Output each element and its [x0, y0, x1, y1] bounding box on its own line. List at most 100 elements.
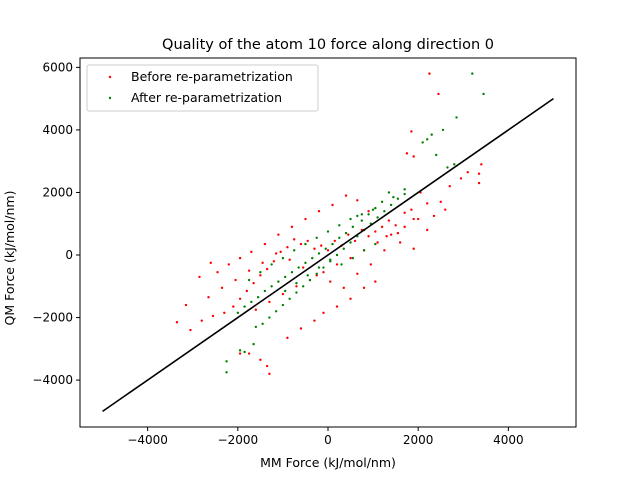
y-axis-label: QM Force (kJ/mol/nm) [2, 191, 17, 326]
data-point [435, 153, 438, 157]
data-point [387, 219, 391, 222]
data-point [247, 352, 251, 355]
x-tick-label: 2000 [403, 433, 434, 447]
data-point [254, 308, 258, 311]
data-point [223, 311, 226, 315]
data-point [295, 291, 298, 294]
data-point [184, 303, 188, 307]
data-point [412, 155, 415, 158]
data-point [322, 271, 325, 274]
data-point [356, 214, 359, 218]
data-point [189, 328, 192, 332]
data-point [367, 235, 370, 238]
data-point [238, 256, 242, 260]
data-point [426, 228, 429, 232]
data-point [236, 311, 240, 315]
data-point [331, 242, 334, 246]
data-point [335, 263, 339, 266]
axes-frame [79, 57, 577, 428]
x-axis-label: MM Force (kJ/mol/nm) [260, 455, 396, 470]
data-point [444, 208, 447, 211]
legend-marker-after [108, 96, 112, 100]
data-point [353, 239, 357, 243]
data-point [283, 275, 287, 279]
data-point [225, 371, 228, 374]
data-point [320, 244, 323, 247]
data-point [326, 249, 330, 252]
data-point [392, 195, 395, 199]
data-point [403, 211, 406, 214]
x-tick-label: −4000 [127, 433, 168, 447]
data-point [477, 172, 481, 175]
data-point [220, 286, 224, 290]
data-point [290, 271, 294, 274]
data-point [342, 286, 345, 290]
data-point [338, 224, 341, 227]
data-point [383, 249, 386, 252]
data-point [270, 263, 273, 266]
data-point [360, 219, 364, 222]
data-point [371, 208, 375, 211]
data-point [270, 285, 273, 288]
data-point [342, 247, 345, 250]
data-point [283, 289, 287, 293]
data-point [394, 224, 397, 227]
data-point [265, 267, 269, 271]
data-point [331, 203, 334, 207]
data-point [349, 297, 352, 300]
data-point [385, 235, 388, 238]
data-point [295, 281, 298, 285]
data-point [243, 350, 246, 354]
data-point [252, 281, 255, 285]
data-point [313, 319, 316, 322]
data-point [471, 72, 474, 75]
y-tick-label: 2000 [42, 185, 73, 199]
data-point [374, 230, 377, 233]
data-point [250, 300, 253, 304]
data-point [466, 170, 469, 174]
legend-box [86, 64, 319, 112]
data-point [376, 241, 379, 244]
data-point [387, 191, 391, 194]
y-tick-label: −2000 [32, 311, 73, 325]
data-point [302, 285, 305, 288]
data-point [304, 217, 307, 221]
data-point [453, 163, 456, 166]
data-point [299, 242, 303, 246]
data-point [383, 210, 386, 213]
data-point [351, 256, 354, 260]
data-point [288, 297, 291, 300]
data-point [367, 210, 370, 213]
data-point [446, 166, 449, 169]
data-point [286, 245, 289, 249]
series-1 [225, 72, 485, 374]
data-point [256, 296, 260, 299]
data-point [216, 271, 219, 274]
data-point [250, 250, 253, 254]
data-point [396, 231, 400, 235]
data-point [247, 269, 251, 272]
data-point [428, 72, 431, 75]
data-point [274, 310, 278, 313]
data-point [398, 241, 402, 244]
data-point [317, 252, 321, 255]
data-point [302, 266, 305, 269]
data-point [279, 250, 282, 254]
x-tick-label: 4000 [493, 433, 524, 447]
data-point [437, 92, 440, 96]
data-point [299, 327, 303, 330]
data-point [349, 241, 352, 244]
data-point [338, 236, 341, 240]
data-point [380, 200, 384, 204]
data-point [362, 286, 366, 290]
data-point [329, 280, 332, 283]
data-point [344, 194, 348, 197]
data-point [441, 128, 445, 132]
data-point [340, 263, 343, 266]
series-0 [175, 72, 483, 376]
data-point [322, 311, 325, 315]
data-point [439, 200, 442, 204]
legend-label-after: After re-parametrization [131, 90, 282, 105]
data-point [198, 275, 201, 279]
